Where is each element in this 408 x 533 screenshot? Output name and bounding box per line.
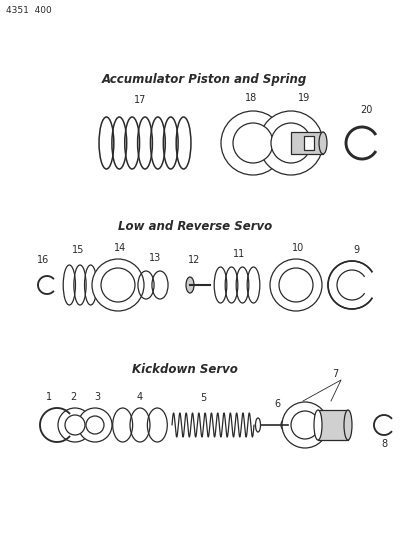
Ellipse shape [186, 277, 194, 293]
Text: Accumulator Piston and Spring: Accumulator Piston and Spring [101, 73, 307, 86]
Circle shape [221, 111, 285, 175]
Text: 3: 3 [94, 392, 100, 402]
Circle shape [101, 268, 135, 302]
Text: 13: 13 [149, 253, 161, 263]
Bar [304, 136, 314, 150]
Text: 9: 9 [353, 245, 359, 255]
Circle shape [90, 420, 100, 430]
Circle shape [233, 123, 273, 163]
Text: 6: 6 [274, 399, 280, 409]
Text: Low and Reverse Servo: Low and Reverse Servo [118, 220, 272, 233]
Text: 5: 5 [200, 393, 206, 403]
Circle shape [271, 123, 311, 163]
Bar [291, 132, 323, 154]
Text: Kickdown Servo: Kickdown Servo [132, 363, 238, 376]
Ellipse shape [255, 418, 260, 432]
Circle shape [291, 411, 319, 439]
Text: 4351  400: 4351 400 [6, 6, 52, 15]
Circle shape [270, 259, 322, 311]
Wedge shape [352, 272, 378, 298]
Text: 16: 16 [37, 255, 49, 265]
Text: 4: 4 [137, 392, 143, 402]
Text: 17: 17 [134, 95, 146, 105]
Circle shape [279, 268, 313, 302]
Bar [318, 410, 348, 440]
Text: 1: 1 [46, 392, 52, 402]
Text: 8: 8 [381, 439, 387, 449]
Text: 14: 14 [114, 243, 126, 253]
Text: 10: 10 [292, 243, 304, 253]
Circle shape [65, 415, 85, 435]
Ellipse shape [319, 132, 327, 154]
Text: 18: 18 [245, 93, 257, 103]
Text: 19: 19 [298, 93, 310, 103]
Circle shape [337, 270, 367, 300]
Text: 7: 7 [332, 369, 338, 379]
Circle shape [259, 111, 323, 175]
Circle shape [78, 408, 112, 442]
Circle shape [86, 416, 104, 434]
Ellipse shape [314, 410, 322, 440]
Circle shape [328, 261, 376, 309]
Text: 20: 20 [360, 105, 372, 115]
Circle shape [58, 408, 92, 442]
Text: 11: 11 [233, 249, 245, 259]
Text: 12: 12 [188, 255, 200, 265]
Circle shape [282, 402, 328, 448]
Text: 15: 15 [72, 245, 84, 255]
Text: 2: 2 [70, 392, 76, 402]
Ellipse shape [344, 410, 352, 440]
Circle shape [92, 259, 144, 311]
